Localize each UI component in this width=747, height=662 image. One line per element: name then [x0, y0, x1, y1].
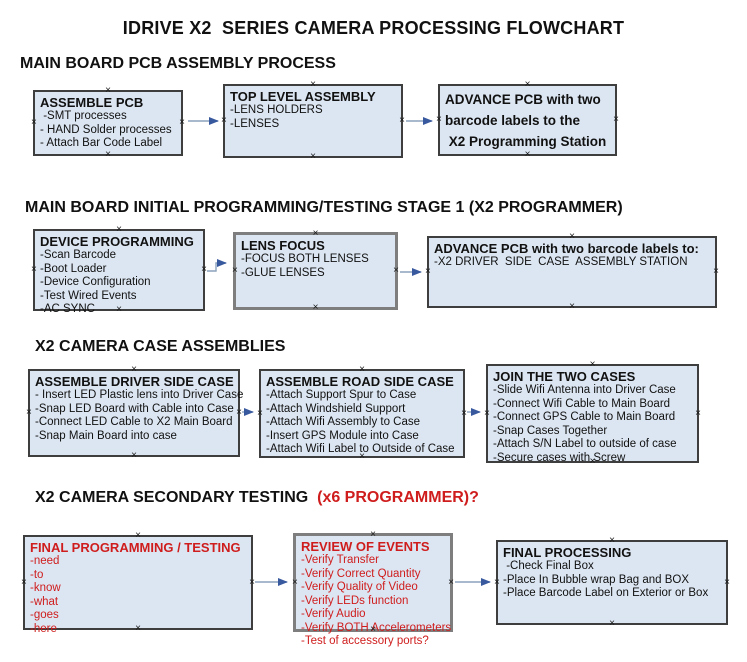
- section-heading-pcb-assembly: MAIN BOARD PCB ASSEMBLY PROCESS: [20, 55, 336, 72]
- flow-box-top-level-assembly[interactable]: × × × × TOP LEVEL ASSEMBLY -LENS HOLDERS…: [221, 80, 405, 162]
- section-heading-case-assemblies: X2 CAMERA CASE ASSEMBLIES: [35, 338, 286, 355]
- box-body: -FOCUS BOTH LENSES -GLUE LENSES: [241, 253, 369, 279]
- box-title: ASSEMBLE DRIVER SIDE CASE: [35, 374, 234, 389]
- connector-x-icon: ×: [221, 115, 227, 126]
- box-body: -Verify Transfer -Verify Correct Quantit…: [301, 554, 452, 647]
- connector-x-icon: ×: [613, 114, 619, 125]
- box-body: -Attach Support Spur to Case -Attach Win…: [266, 389, 455, 455]
- connector-x-icon: ×: [370, 529, 376, 540]
- connector-x-icon: ×: [589, 359, 596, 370]
- connector-x-icon: ×: [484, 407, 490, 419]
- flow-box-join-the-two-cases[interactable]: × × × × JOIN THE TWO CASES -Slide Wifi A…: [484, 360, 701, 467]
- connector-x-icon: ×: [695, 407, 701, 419]
- box-body: -LENS HOLDERS -LENSES: [230, 104, 323, 130]
- connector-x-icon: ×: [292, 576, 298, 588]
- connector-x-icon: ×: [399, 115, 405, 126]
- connector-x-icon: ×: [609, 618, 615, 629]
- box-body: -Check Final Box -Place In Bubble wrap B…: [503, 560, 709, 599]
- page-title: IDRIVE X2 SERIES CAMERA PROCESSING FLOWC…: [122, 18, 625, 38]
- connector-x-icon: ×: [312, 302, 319, 313]
- connector-x-icon: ×: [116, 224, 122, 235]
- connector-x-icon: ×: [524, 149, 531, 160]
- box-body: -Slide Wifi Antenna into Driver Case -Co…: [493, 384, 677, 464]
- connector-x-icon: ×: [393, 265, 399, 276]
- connector-x-icon: ×: [236, 407, 242, 418]
- connector-x-icon: ×: [436, 114, 442, 125]
- connector-x-icon: ×: [370, 624, 376, 635]
- connector-x-icon: ×: [461, 407, 467, 419]
- box-title: FINAL PROGRAMMING / TESTING: [30, 540, 241, 555]
- box-body: -Scan Barcode -Boot Loader -Device Confi…: [40, 249, 151, 315]
- section-heading-initial-programming: MAIN BOARD INITIAL PROGRAMMING/TESTING S…: [25, 199, 623, 216]
- connector-x-icon: ×: [31, 264, 37, 275]
- box-body: - Insert LED Plastic lens into Driver Ca…: [35, 389, 244, 442]
- connector-x-icon: ×: [116, 304, 122, 315]
- section-heading-secondary-testing: X2 CAMERA SECONDARY TESTING (x6 PROGRAMM…: [35, 489, 479, 507]
- connector-x-icon: ×: [524, 79, 531, 90]
- box-body: -need -to -know -what -goes -here: [30, 555, 61, 635]
- connector-x-icon: ×: [135, 530, 141, 541]
- connector-x-icon: ×: [257, 407, 263, 419]
- flow-box-final-programming-testing[interactable]: × × × × FINAL PROGRAMMING / TESTING -nee…: [21, 531, 255, 635]
- box-title: LENS FOCUS: [241, 238, 325, 253]
- connector-x-icon: ×: [609, 535, 615, 546]
- box-title: DEVICE PROGRAMMING: [40, 234, 194, 249]
- connector-x-icon: ×: [131, 450, 137, 461]
- box-title: TOP LEVEL ASSEMBLY: [230, 89, 376, 104]
- connector-x-icon: ×: [105, 85, 111, 96]
- connector-x-icon: ×: [135, 623, 141, 634]
- connector-x-icon: ×: [105, 149, 111, 160]
- connector-x-icon: ×: [232, 265, 238, 276]
- connector-x-icon: ×: [713, 266, 719, 277]
- connector-x-icon: ×: [312, 228, 319, 239]
- box-body: -SMT processes - HAND Solder processes -…: [40, 110, 172, 149]
- flow-box-advance-pcb-driver-side-station[interactable]: × × × × ADVANCE PCB with two barcode lab…: [425, 232, 719, 312]
- section-heading-red-part: (x6 PROGRAMMER)?: [317, 489, 479, 506]
- flow-box-assemble-road-side-case[interactable]: × × × × ASSEMBLE ROAD SIDE CASE -Attach …: [257, 365, 467, 462]
- connector-x-icon: ×: [21, 576, 27, 588]
- flow-box-assemble-pcb[interactable]: × × × × ASSEMBLE PCB -SMT processes - HA…: [31, 86, 185, 160]
- connector-x-icon: ×: [310, 151, 316, 162]
- section-heading-black-part: X2 CAMERA SECONDARY TESTING: [35, 489, 318, 506]
- connector-x-icon: ×: [589, 456, 596, 467]
- connector-x-icon: ×: [131, 364, 137, 375]
- arrow-r2-1: [207, 259, 227, 272]
- connector-x-icon: ×: [724, 576, 730, 588]
- flow-box-final-processing[interactable]: × × × × FINAL PROCESSING -Check Final Bo…: [494, 536, 730, 629]
- flow-box-lens-focus[interactable]: × × × × LENS FOCUS -FOCUS BOTH LENSES -G…: [232, 228, 399, 313]
- connector-x-icon: ×: [448, 576, 454, 588]
- connector-x-icon: ×: [569, 301, 575, 312]
- flow-box-advance-pcb-programming-station[interactable]: × × × × ADVANCE PCB with two barcode lab…: [436, 80, 619, 160]
- connector-x-icon: ×: [201, 264, 207, 275]
- connector-x-icon: ×: [31, 117, 37, 128]
- connector-x-icon: ×: [26, 407, 32, 418]
- box-title: ASSEMBLE ROAD SIDE CASE: [266, 374, 454, 389]
- box-body: -X2 DRIVER SIDE CASE ASSEMBLY STATION: [434, 256, 688, 268]
- connector-x-icon: ×: [425, 266, 431, 277]
- box-title: ADVANCE PCB with two barcode labels to t…: [445, 92, 607, 149]
- connector-x-icon: ×: [249, 576, 255, 588]
- box-title: FINAL PROCESSING: [503, 545, 632, 560]
- connector-x-icon: ×: [359, 364, 365, 375]
- connector-x-icon: ×: [494, 576, 500, 588]
- connector-x-icon: ×: [310, 79, 316, 90]
- connector-x-icon: ×: [179, 117, 185, 128]
- flow-box-device-programming[interactable]: × × × × DEVICE PROGRAMMING -Scan Barcode…: [31, 225, 207, 316]
- box-title: REVIEW OF EVENTS: [301, 539, 430, 554]
- box-title: ASSEMBLE PCB: [40, 95, 144, 110]
- box-title: ADVANCE PCB with two barcode labels to:: [434, 241, 699, 256]
- box-title: JOIN THE TWO CASES: [493, 369, 636, 384]
- connector-x-icon: ×: [569, 231, 575, 242]
- flow-box-assemble-driver-side-case[interactable]: × × × × ASSEMBLE DRIVER SIDE CASE - Inse…: [26, 365, 244, 461]
- connector-x-icon: ×: [359, 451, 365, 462]
- flow-box-review-of-events[interactable]: × × × × REVIEW OF EVENTS -Verify Transfe…: [292, 529, 454, 648]
